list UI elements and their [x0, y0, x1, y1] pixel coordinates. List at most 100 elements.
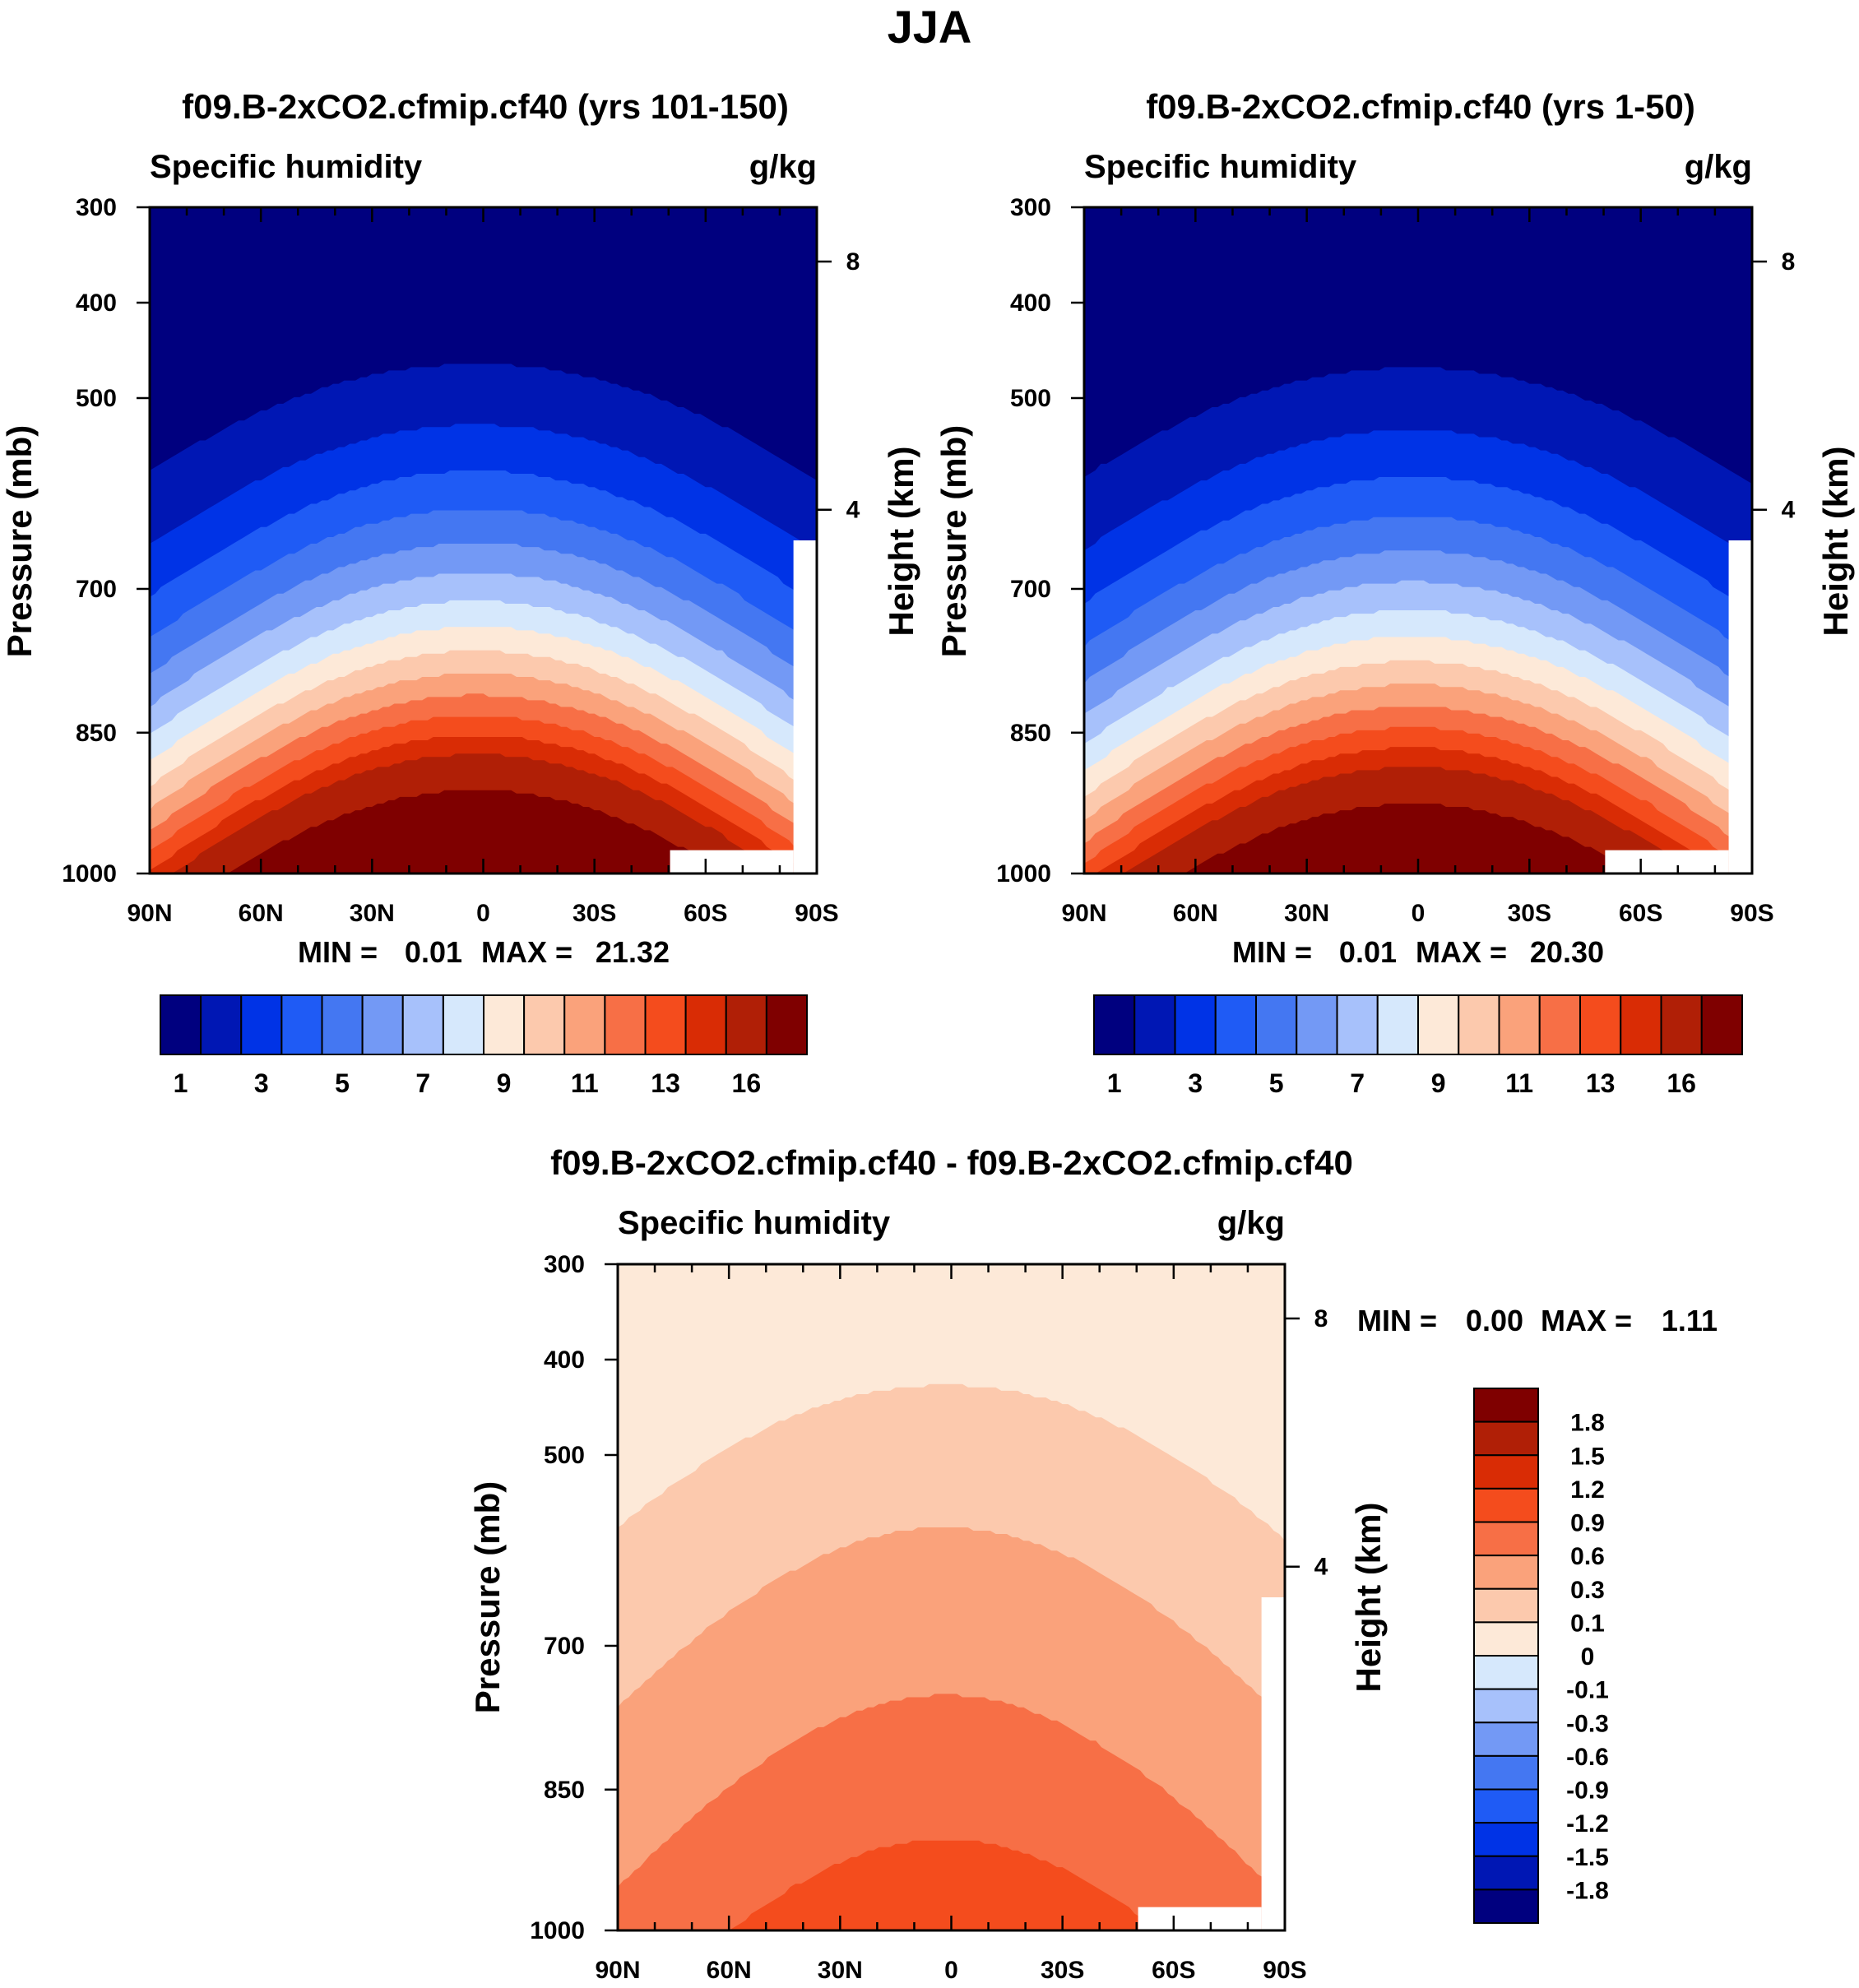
colorbar-box — [1093, 994, 1136, 1055]
panel-3-min-label: MIN = — [1357, 1304, 1437, 1337]
y-tick-label: 850 — [544, 1777, 585, 1804]
panel-2-max-label: MAX = — [1416, 935, 1507, 969]
colorbar-box — [1473, 1822, 1539, 1857]
panel-2-plot — [1084, 207, 1752, 874]
colorbar-label: 1 — [1107, 1068, 1122, 1098]
colorbar-label: 13 — [1586, 1068, 1616, 1098]
panel-3-plot — [618, 1264, 1285, 1930]
contour-band — [150, 790, 817, 874]
colorbar-box — [1473, 1487, 1539, 1523]
contour-band — [618, 1694, 1285, 1930]
panel-1-min-label: MIN = — [298, 935, 378, 969]
colorbar-box — [1473, 1454, 1539, 1490]
x-tick-label: 0 — [1412, 900, 1426, 927]
panel-1-ylabel: Pressure (mb) — [0, 425, 39, 657]
panel-3-units: g/kg — [1217, 1205, 1285, 1241]
x-tick-label: 60N — [1173, 900, 1218, 927]
panel-1-colorbar: 1 3 5 7 9 11 13 16 — [160, 994, 808, 1098]
panel-2-min-value: 0.01 — [1339, 935, 1397, 969]
panel-2-ylabel: Pressure (mb) — [934, 425, 973, 657]
panel-2-axes: 90N 60N 30N 0 30S 60S 90S 300 400 500 700 850 1000 8 4 — [996, 194, 1795, 927]
colorbar-box — [240, 994, 283, 1055]
colorbar-box — [523, 994, 566, 1055]
missing-data-region — [670, 850, 794, 874]
x-tick-label: 90N — [1061, 900, 1106, 927]
colorbar-box — [1700, 994, 1743, 1055]
y-tick-label: 1000 — [62, 860, 117, 887]
colorbar-label: -0.9 — [1566, 1777, 1609, 1805]
colorbar-box — [1174, 994, 1217, 1055]
colorbar-label: 11 — [571, 1068, 599, 1098]
contour-band — [618, 1840, 1285, 1930]
x-tick-label: 30S — [1508, 900, 1551, 927]
colorbar-label: -1.8 — [1566, 1877, 1609, 1904]
x-tick-label: 60S — [1152, 1957, 1195, 1984]
colorbar-box — [1473, 1722, 1539, 1757]
colorbar-label: 3 — [1188, 1068, 1203, 1098]
x-tick-label: 0 — [476, 900, 490, 927]
colorbar-box — [1473, 1888, 1539, 1924]
colorbar-label: 0.1 — [1570, 1610, 1605, 1637]
panel-1-ylabel-right: Height (km) — [882, 447, 920, 637]
y-tick-label: 400 — [544, 1346, 585, 1374]
colorbar-box — [1473, 1388, 1539, 1423]
colorbar-box — [644, 994, 687, 1055]
y-tick-label: 850 — [76, 720, 117, 747]
colorbar-box — [684, 994, 727, 1055]
colorbar-label: 16 — [732, 1068, 762, 1098]
y-right-tick-label: 4 — [846, 497, 860, 524]
colorbar-box — [1473, 1788, 1539, 1824]
panel-1: f09.B-2xCO2.cfmip.cf40 (yrs 101-150) Spe… — [0, 87, 920, 1098]
colorbar-label: 13 — [651, 1068, 680, 1098]
colorbar-box — [401, 994, 444, 1055]
y-tick-label: 700 — [1010, 576, 1051, 603]
colorbar-label: 5 — [335, 1068, 350, 1098]
y-right-tick-label: 8 — [1314, 1305, 1328, 1332]
x-tick-label: 60N — [707, 1957, 752, 1984]
contour-band — [1084, 804, 1752, 874]
x-tick-label: 30S — [573, 900, 616, 927]
colorbar-box — [1255, 994, 1298, 1055]
missing-data-region — [1728, 540, 1752, 874]
colorbar-box — [1538, 994, 1581, 1055]
y-tick-label: 850 — [1010, 720, 1051, 747]
figure-title: JJA — [888, 1, 972, 53]
colorbar-label: 9 — [1431, 1068, 1446, 1098]
colorbar-label: 11 — [1505, 1068, 1533, 1098]
colorbar-label: 0.3 — [1570, 1577, 1605, 1604]
colorbar-box — [604, 994, 647, 1055]
colorbar-label: 1.2 — [1570, 1476, 1605, 1504]
colorbar-box — [1458, 994, 1500, 1055]
colorbar-box — [725, 994, 767, 1055]
x-tick-label: 30N — [818, 1957, 863, 1984]
x-tick-label: 90S — [1263, 1957, 1306, 1984]
colorbar-label: -0.3 — [1566, 1710, 1609, 1737]
colorbar-box — [765, 994, 808, 1055]
y-right-tick-label: 4 — [1782, 497, 1796, 524]
panel-3-ylabel-right: Height (km) — [1349, 1503, 1388, 1693]
colorbar-label: 5 — [1269, 1068, 1284, 1098]
panel-3-axes: 90N 60N 30N 0 30S 60S 90S 300 400 500 700 850 1000 8 4 — [530, 1251, 1328, 1984]
colorbar-box — [1214, 994, 1257, 1055]
colorbar-label: -0.1 — [1566, 1677, 1609, 1704]
panel-1-axes: 90N 60N 30N 0 30S 60S 90S 300 400 500 700 850 1000 8 4 — [62, 194, 860, 927]
missing-data-region — [1261, 1597, 1285, 1930]
colorbar-box — [563, 994, 606, 1055]
colorbar-label: 9 — [497, 1068, 512, 1098]
colorbar-label: 0.6 — [1570, 1543, 1605, 1570]
y-tick-label: 500 — [76, 385, 117, 412]
colorbar-label: -0.6 — [1566, 1744, 1609, 1771]
colorbar-box — [1660, 994, 1703, 1055]
panel-2-ylabel-right: Height (km) — [1816, 447, 1855, 637]
y-tick-label: 700 — [544, 1633, 585, 1660]
colorbar-box — [483, 994, 526, 1055]
colorbar-label: 0 — [1581, 1643, 1595, 1671]
panel-1-units: g/kg — [749, 149, 817, 185]
panel-3-ylabel: Pressure (mb) — [468, 1481, 507, 1713]
panel-2-min-label: MIN = — [1232, 935, 1312, 969]
x-tick-label: 90S — [795, 900, 838, 927]
colorbar-box — [1620, 994, 1662, 1055]
colorbar-label: 1 — [174, 1068, 188, 1098]
x-tick-label: 30N — [350, 900, 395, 927]
